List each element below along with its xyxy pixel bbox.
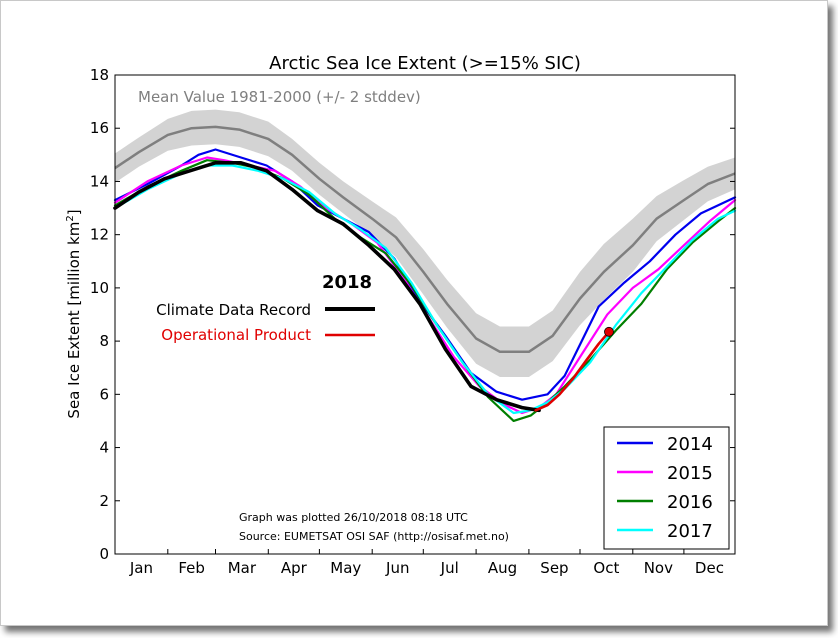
y-tick-label-16: 16 [90,119,109,137]
legend-climate-data-record-label: Climate Data Record [156,301,311,319]
axes-frame [114,74,736,555]
plot-area: 0 2 4 6 8 10 12 14 16 18 Jan Feb Mar Apr May Jun Jul Aug S… [90,66,737,577]
x-tick-label-jun: Jun [385,559,409,577]
y-tick-label-6: 6 [99,385,109,403]
legend-2014-label: 2014 [667,434,713,455]
x-tick-label-aug: Aug [488,559,517,577]
x-tick-label-jul: Jul [440,559,459,577]
y-axis-label-text: Sea Ice Extent [million km [65,222,83,419]
x-tick-label-apr: Apr [281,559,308,577]
y-tick-label-10: 10 [90,279,109,297]
y-axis-label-end: ] [65,209,83,215]
mean-line [114,125,736,354]
sea-ice-chart: Arctic Sea Ice Extent (>=15% SIC) 0 2 4 6 8 1… [65,53,737,577]
legend-2017-label: 2017 [667,521,713,542]
y-axis-label: Sea Ice Extent [million km2] [65,209,83,418]
y-tick-label-2: 2 [99,492,109,510]
y-axis-label-sup: 2 [65,215,76,221]
mean-label: Mean Value 1981-2000 (+/- 2 stddev) [138,88,421,106]
x-tick-label-may: May [330,559,361,577]
legend-2018: 2018 Climate Data Record Operational Pro… [156,272,375,344]
series-line-2017 [113,164,737,415]
x-tick-label-sep: Sep [540,559,568,577]
legend-years-box [603,426,730,550]
legend-2016-label: 2016 [667,492,713,513]
chart-title: Arctic Sea Ice Extent (>=15% SIC) [269,53,581,74]
footnote-plotted: Graph was plotted 26/10/2018 08:18 UTC [239,511,468,524]
x-tick-label-dec: Dec [695,559,724,577]
legend-years: 2014 2015 2016 2017 [603,426,730,550]
series-line-2018-climate-data-record [113,161,541,413]
x-tick-label-mar: Mar [228,559,257,577]
latest-value-marker [604,326,614,337]
footnote-source: Source: EUMETSAT OSI SAF (http://osisaf.… [239,530,509,543]
y-tick-label-12: 12 [90,226,109,244]
x-tick-label-oct: Oct [593,559,619,577]
series-line-2018-operational-product [534,330,611,412]
x-tick-label-nov: Nov [644,559,673,577]
y-tick-label-4: 4 [99,439,109,457]
figure-frame: Arctic Sea Ice Extent (>=15% SIC) 0 2 4 6 8 1… [0,0,828,626]
y-tick-label-18: 18 [90,66,109,84]
legend-operational-product-label: Operational Product [161,326,311,344]
legend-2015-label: 2015 [667,463,713,484]
stddev-band [115,109,735,377]
legend-2018-title: 2018 [322,272,372,293]
x-tick-label-feb: Feb [178,559,205,577]
y-tick-label-0: 0 [99,545,109,563]
y-tick-label-8: 8 [99,332,109,350]
y-tick-label-14: 14 [90,172,109,190]
x-tick-label-jan: Jan [129,559,153,577]
